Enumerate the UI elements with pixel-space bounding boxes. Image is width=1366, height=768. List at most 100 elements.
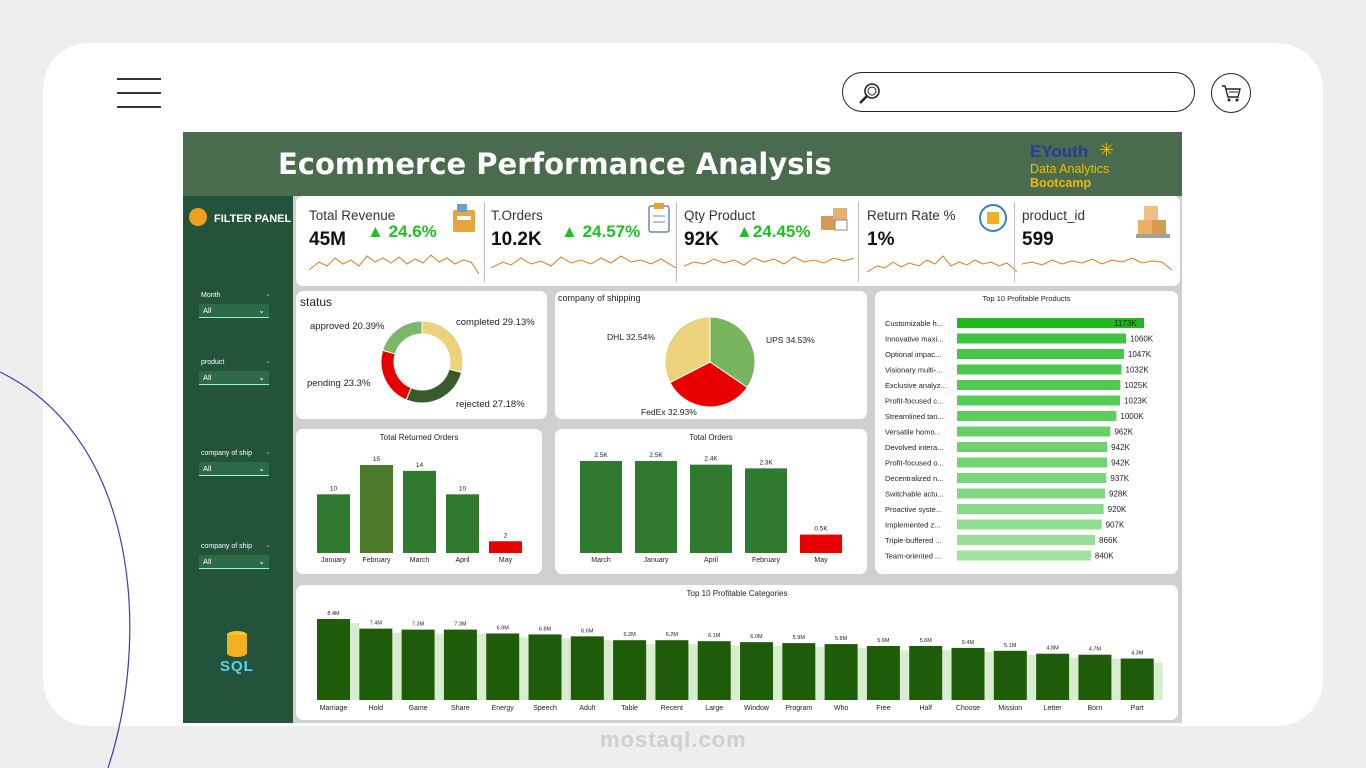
value-label: 920K — [1108, 505, 1127, 514]
value-label: 7.4M — [370, 621, 383, 627]
cart-button[interactable] — [1211, 73, 1251, 113]
category-label: January — [644, 557, 669, 564]
bar-product — [957, 504, 1104, 514]
chevron-down-icon: ⌄ — [258, 306, 265, 315]
bar-choose — [951, 647, 985, 700]
bar-free — [866, 646, 900, 700]
bar-product — [957, 442, 1108, 452]
returned-orders-bar-chart: 10 January 15 February 14 March 10 April 2 May — [317, 456, 522, 564]
bar-game — [401, 629, 435, 700]
category-label: Born — [1088, 705, 1103, 712]
bar-january — [635, 461, 677, 553]
total-orders-bar-chart: 2.5K March 2.5K January 2.4K April 2.3K Februar… — [580, 452, 842, 564]
slice-label: DHL 32.54% — [607, 332, 655, 342]
bar-february — [360, 465, 393, 553]
divider — [484, 202, 485, 282]
value-label: 1173K — [1114, 319, 1137, 328]
search-input[interactable] — [842, 72, 1195, 112]
kpi-change: ▲24.45% — [736, 222, 811, 241]
month-dropdown[interactable]: All ⌄ — [199, 304, 269, 318]
bar-half — [909, 646, 943, 700]
status-card: status approved 20.39% completed 29.13% … — [296, 291, 547, 419]
bar-product — [957, 457, 1108, 468]
slice-label: FedEx 32.93% — [641, 407, 697, 417]
bar-march — [403, 470, 436, 553]
category-label: March — [591, 557, 611, 564]
category-label: February — [362, 557, 391, 564]
sparkline — [1022, 257, 1172, 271]
value-label: 866K — [1099, 536, 1118, 545]
category-label: Half — [919, 705, 932, 712]
value-label: 1032K — [1126, 366, 1150, 375]
filter-icon — [189, 208, 207, 226]
value-label: 0.5K — [814, 526, 828, 533]
bar-share — [443, 629, 477, 700]
category-label: Table — [621, 705, 638, 712]
bar-january — [317, 494, 350, 553]
kpi-change: ▲ 24.57% — [561, 222, 641, 241]
sparkline — [491, 255, 676, 269]
bar-product — [957, 333, 1126, 344]
bar-large — [697, 641, 731, 700]
bar-born — [1078, 654, 1112, 700]
company-dropdown-2[interactable]: All ⌄ — [199, 555, 269, 569]
kpi-qty-product: Qty Product 92K ▲24.45% — [684, 196, 854, 286]
slicer-month: Month ⌄ All ⌄ — [193, 291, 271, 320]
top-products-bar-chart: Customizable h... 1173K Innovative maxi...… — [885, 318, 1154, 561]
product-label: Proactive syste... — [885, 505, 942, 514]
divider — [858, 202, 859, 282]
bar-marriage — [317, 619, 350, 700]
chevron-down-icon: ⌄ — [265, 358, 271, 365]
product-dropdown[interactable]: All ⌄ — [199, 371, 269, 385]
bar-recent — [655, 640, 689, 700]
category-label: April — [704, 557, 718, 564]
value-label: 962K — [1114, 428, 1133, 437]
bar-speech — [528, 634, 562, 700]
category-label: Game — [409, 705, 428, 712]
product-label: Devolved intera... — [885, 443, 943, 452]
product-label: Triple-buffered ... — [885, 536, 942, 545]
chart-title: Top 10 Profitable Categories — [686, 589, 788, 598]
kpi-return-rate: Return Rate % 1% — [867, 196, 1017, 286]
product-label: Profit-focused c... — [885, 397, 943, 406]
bar-window — [740, 642, 773, 700]
search-icon — [859, 83, 880, 104]
brand-logo: EYouth — [1030, 142, 1089, 161]
value-label: 4.7M — [1089, 647, 1102, 653]
bar-may — [489, 541, 522, 553]
category-label: Window — [744, 705, 770, 712]
filter-panel-title: FILTER PANEL — [214, 213, 292, 225]
category-label: Large — [705, 705, 723, 712]
value-label: 928K — [1109, 490, 1128, 499]
value-label: 6.6M — [581, 628, 594, 634]
bar-product — [957, 318, 1144, 328]
sparkline — [309, 254, 479, 275]
slicer-company-of-ship-2: company of ship ⌄ All ⌄ — [193, 542, 271, 571]
value-label: 5.8M — [835, 636, 848, 642]
chart-title: company of shipping — [558, 293, 641, 303]
total-orders-card: Total Orders 2.5K March 2.5K January 2.4K Apr… — [555, 429, 867, 574]
shipping-card: company of shipping UPS 34.53% FedEx 32.… — [555, 291, 867, 419]
hamburger-menu-icon[interactable] — [117, 78, 161, 108]
value-label: 4.3M — [1131, 651, 1144, 657]
category-label: January — [321, 557, 346, 564]
value-label: 1047K — [1128, 350, 1152, 359]
slicer-company-of-ship: company of ship ⌄ All ⌄ — [193, 449, 271, 478]
category-label: Recent — [661, 705, 683, 712]
divider — [1014, 202, 1015, 282]
slice-completed — [421, 320, 464, 374]
value-label: 7.3M — [454, 622, 467, 628]
bar-who — [824, 644, 858, 700]
value-label: 6.1M — [708, 633, 721, 639]
product-label: Implemented z... — [885, 521, 940, 530]
cash-register-icon — [453, 204, 475, 232]
product-label: Visionary multi-... — [885, 366, 942, 375]
value-label: 937K — [1110, 474, 1129, 483]
bar-product — [957, 488, 1105, 499]
kpi-change: ▲ 24.6% — [367, 222, 437, 241]
value-label: 5.4M — [962, 640, 975, 646]
category-label: Mission — [998, 705, 1022, 712]
chart-title: Top 10 Profitable Products — [982, 294, 1071, 303]
bar-mission — [993, 650, 1027, 700]
company-dropdown[interactable]: All ⌄ — [199, 462, 269, 476]
